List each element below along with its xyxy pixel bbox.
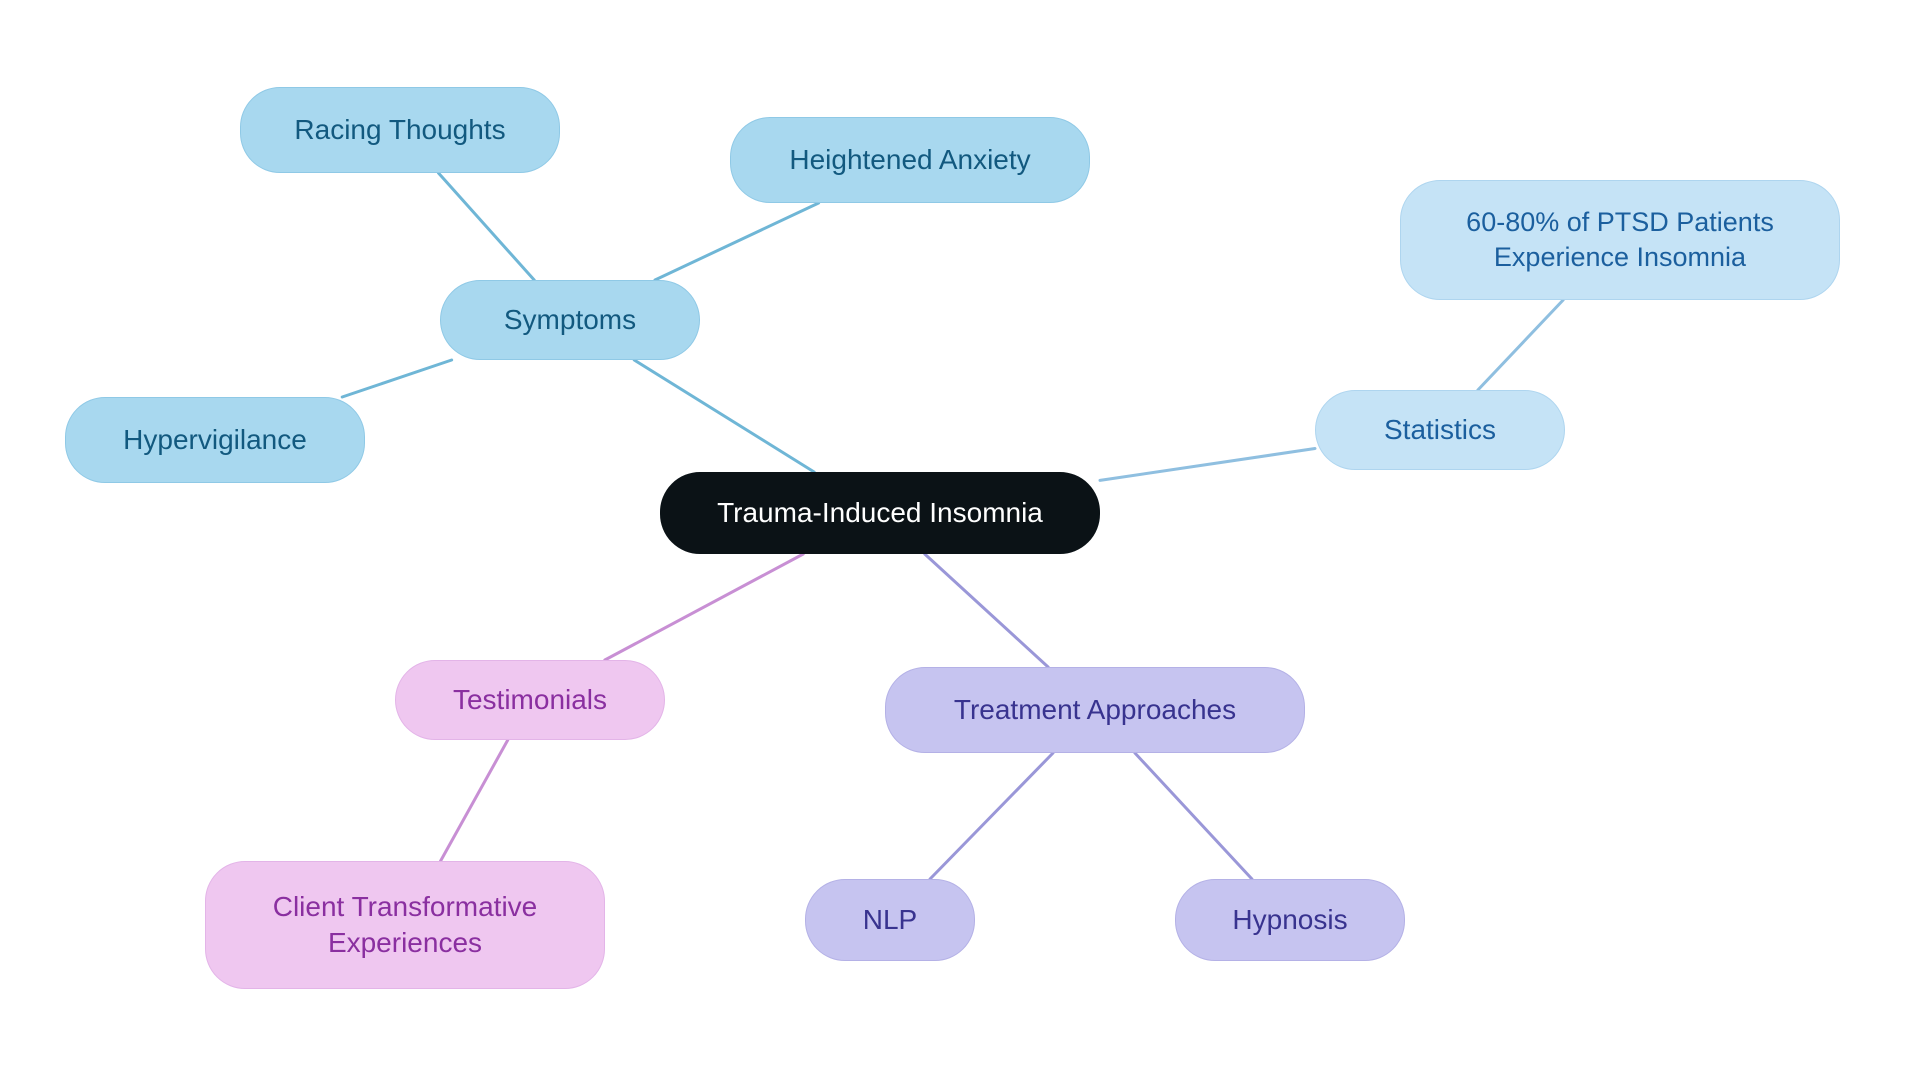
node-stat1: 60-80% of PTSD Patients Experience Insom… [1400, 180, 1840, 300]
node-center: Trauma-Induced Insomnia [660, 472, 1100, 554]
mindmap-canvas: Trauma-Induced Insomnia Symptoms Racing Th… [0, 0, 1920, 1083]
node-hyper: Hypervigilance [65, 397, 365, 483]
edge-treatment-nlp [930, 753, 1053, 879]
node-hypnosis: Hypnosis [1175, 879, 1405, 961]
edge-symptoms-hyper [342, 360, 451, 397]
node-label-nlp: NLP [863, 902, 917, 938]
node-anxiety: Heightened Anxiety [730, 117, 1090, 203]
node-nlp: NLP [805, 879, 975, 961]
edge-center-testimonials [605, 554, 803, 660]
node-label-symptoms: Symptoms [504, 302, 636, 338]
node-treatment: Treatment Approaches [885, 667, 1305, 753]
node-label-center: Trauma-Induced Insomnia [717, 495, 1043, 531]
edge-testimonials-client [441, 740, 508, 861]
node-label-treatment: Treatment Approaches [954, 692, 1236, 728]
edge-symptoms-racing [438, 173, 534, 280]
node-label-hyper: Hypervigilance [123, 422, 307, 458]
node-testimonials: Testimonials [395, 660, 665, 740]
node-symptoms: Symptoms [440, 280, 700, 360]
node-label-client: Client Transformative Experiences [273, 889, 538, 962]
edge-symptoms-anxiety [655, 203, 819, 280]
node-label-anxiety: Heightened Anxiety [789, 142, 1030, 178]
node-racing: Racing Thoughts [240, 87, 560, 173]
node-statistics: Statistics [1315, 390, 1565, 470]
node-label-stat1: 60-80% of PTSD Patients Experience Insom… [1466, 205, 1774, 275]
edge-center-symptoms [634, 360, 814, 472]
node-label-racing: Racing Thoughts [294, 112, 505, 148]
node-label-statistics: Statistics [1384, 412, 1496, 448]
edge-center-treatment [925, 554, 1048, 667]
edge-center-statistics [1100, 449, 1315, 481]
edge-treatment-hypnosis [1135, 753, 1252, 879]
node-client: Client Transformative Experiences [205, 861, 605, 989]
edge-statistics-stat1 [1478, 300, 1563, 390]
node-label-testimonials: Testimonials [453, 682, 607, 718]
node-label-hypnosis: Hypnosis [1232, 902, 1347, 938]
